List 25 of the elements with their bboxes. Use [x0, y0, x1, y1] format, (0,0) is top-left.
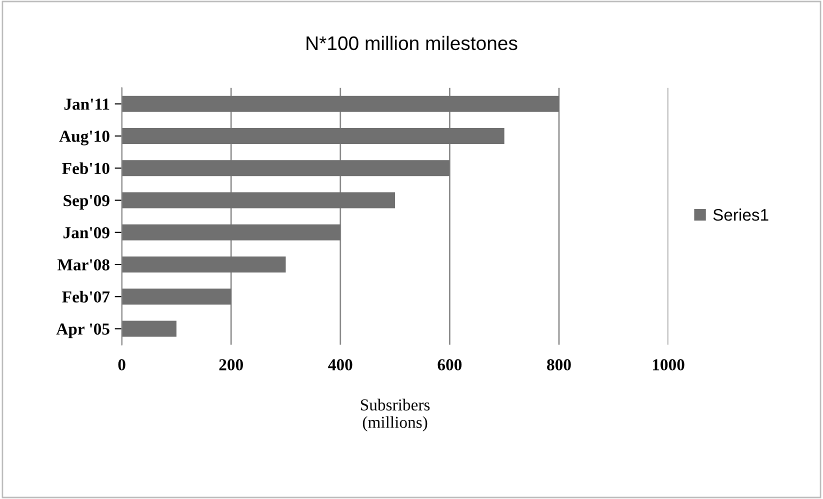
y-tick-label: Feb'10: [62, 162, 110, 174]
x-axis-title: Subsribers (millions): [360, 398, 430, 432]
x-tick-label: 200: [219, 359, 243, 370]
legend-label: Series1: [713, 208, 768, 221]
y-tick-label: Feb'07: [62, 290, 110, 303]
y-tick-label: Apr '05: [56, 323, 110, 338]
x-tick-label: 0: [118, 359, 126, 370]
y-tick-label: Jan'09: [64, 227, 110, 238]
y-tick-label: Mar'08: [58, 259, 110, 270]
x-tick-label: 400: [328, 359, 352, 370]
bar: [122, 288, 232, 305]
bar: [122, 256, 286, 273]
chart-title: N*100 million milestones: [306, 36, 518, 50]
x-tick-label: 1000: [652, 359, 684, 370]
x-tick-label: 600: [438, 359, 462, 370]
y-tick-label: Sep'09: [64, 194, 110, 210]
bar: [122, 192, 396, 208]
x-tick-label: 800: [547, 359, 571, 370]
y-tick-label: Aug'10: [59, 130, 110, 146]
bar: [122, 128, 504, 144]
y-tick-label: Jan'11: [64, 98, 110, 110]
bar: [122, 96, 559, 112]
bar: [122, 224, 340, 240]
bar: [122, 160, 450, 176]
bar: [122, 320, 176, 337]
